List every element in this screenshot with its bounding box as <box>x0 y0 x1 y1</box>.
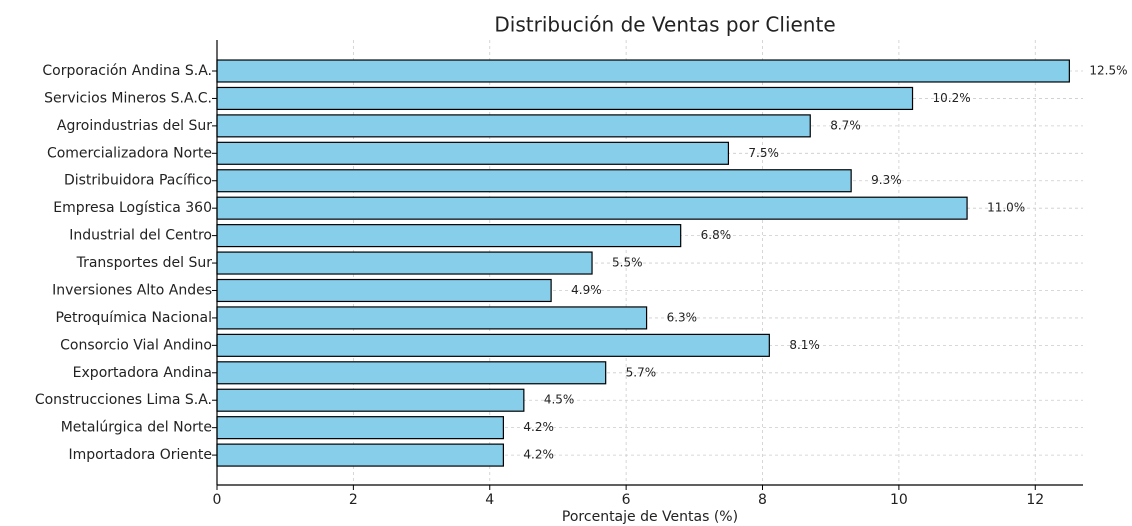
bar <box>216 114 811 138</box>
data-label: 10.2% <box>933 91 971 105</box>
bar <box>216 306 648 330</box>
data-label: 5.7% <box>626 365 657 379</box>
y-tick-label: Industrial del Centro <box>69 228 212 244</box>
y-tick-label: Servicios Mineros S.A.C. <box>44 90 212 106</box>
bar <box>216 169 852 193</box>
data-label: 7.5% <box>748 146 779 160</box>
x-tick-label: 6 <box>622 492 631 508</box>
bar <box>216 278 552 303</box>
x-tick-label: 12 <box>1026 492 1044 508</box>
data-label: 11.0% <box>987 201 1025 215</box>
x-tick-label: 10 <box>890 492 908 508</box>
bar <box>216 141 730 165</box>
y-tick-label: Inversiones Alto Andes <box>52 282 212 298</box>
bar <box>216 388 525 412</box>
x-tick-label: 4 <box>485 492 494 508</box>
bar <box>216 224 682 248</box>
x-tick-label: 0 <box>213 492 222 508</box>
data-label: 4.9% <box>571 283 602 297</box>
data-label: 4.5% <box>544 393 575 407</box>
y-tick-label: Comercializadora Norte <box>47 145 212 161</box>
bar <box>216 361 607 385</box>
x-axis-label: Porcentaje de Ventas (%) <box>562 509 738 525</box>
chart-title: Distribución de Ventas por Cliente <box>494 13 835 37</box>
y-tick-label: Transportes del Sur <box>76 255 213 271</box>
y-tick-label: Corporación Andina S.A. <box>42 63 212 79</box>
bar <box>216 333 770 357</box>
y-tick-label: Metalúrgica del Norte <box>61 420 212 436</box>
bar <box>216 59 1070 83</box>
x-tick-label: 8 <box>758 492 767 508</box>
data-label: 9.3% <box>871 173 902 187</box>
y-tick-label: Consorcio Vial Andino <box>60 337 212 353</box>
y-tick-label: Empresa Logística 360 <box>53 200 212 216</box>
y-tick-label: Petroquímica Nacional <box>55 310 212 326</box>
data-label: 8.1% <box>789 338 820 352</box>
y-tick-label: Exportadora Andina <box>73 365 212 381</box>
x-tick-label: 2 <box>349 492 358 508</box>
y-tick-label: Distribuidora Pacífico <box>64 173 212 189</box>
bar <box>216 196 968 220</box>
data-label: 5.5% <box>612 256 643 270</box>
bar <box>216 443 504 467</box>
y-tick-label: Construcciones Lima S.A. <box>35 392 212 408</box>
data-label: 8.7% <box>830 118 861 132</box>
data-label: 6.8% <box>701 228 732 242</box>
bar <box>216 251 593 275</box>
data-label: 4.2% <box>523 448 554 462</box>
data-label: 4.2% <box>523 420 554 434</box>
y-tick-label: Importadora Oriente <box>68 447 212 463</box>
bar <box>216 86 914 111</box>
y-tick-label: Agroindustrias del Sur <box>57 118 212 134</box>
bar <box>216 416 504 440</box>
data-label: 12.5% <box>1089 64 1127 78</box>
data-label: 6.3% <box>667 310 698 324</box>
